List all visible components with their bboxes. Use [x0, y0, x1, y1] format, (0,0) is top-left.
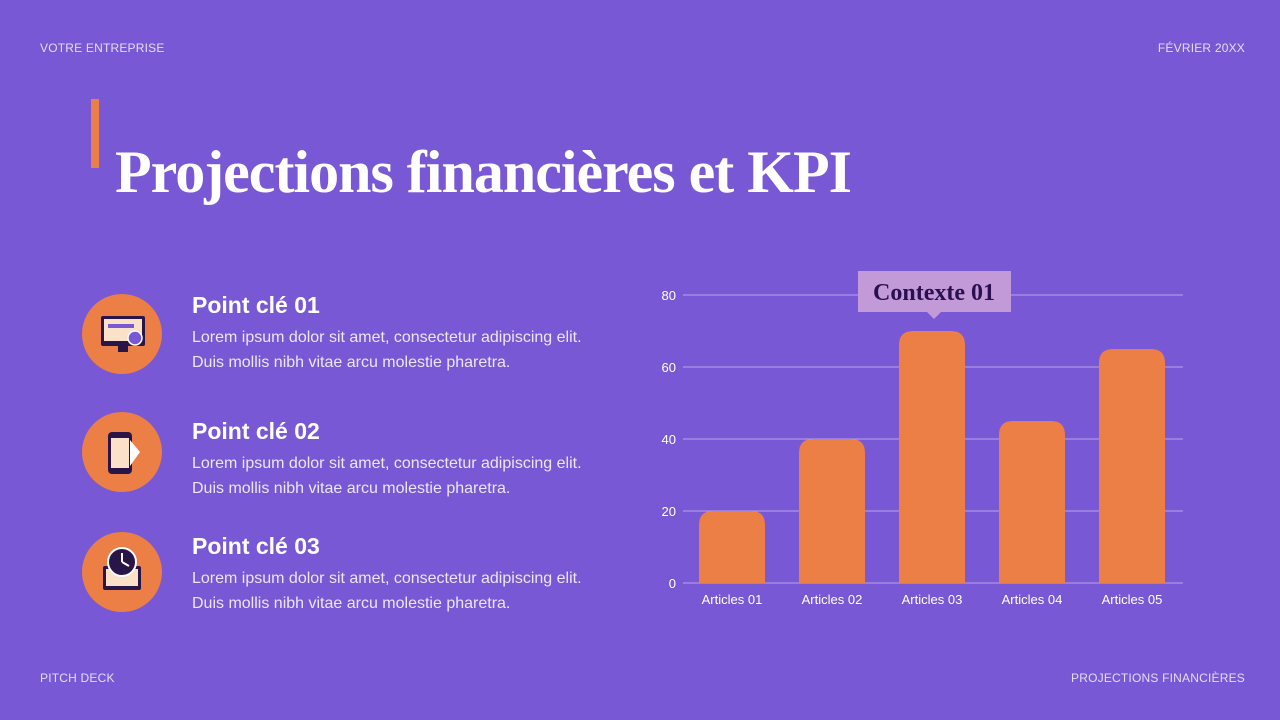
point-text: Lorem ipsum dolor sit amet, consectetur …	[192, 455, 582, 497]
accent-bar	[91, 99, 99, 168]
annotation-pointer	[927, 312, 941, 319]
point-title: Point clé 02	[192, 418, 320, 444]
bar	[799, 439, 865, 583]
date: FÉVRIER 20XX	[1157, 41, 1245, 55]
y-tick-label: 60	[662, 360, 676, 375]
x-tick-label: Articles 05	[1102, 592, 1163, 607]
x-tick-label: Articles 03	[902, 592, 963, 607]
bar	[1099, 349, 1165, 583]
x-tick-label: Articles 04	[1002, 592, 1063, 607]
y-tick-label: 0	[669, 576, 676, 591]
y-tick-label: 20	[662, 504, 676, 519]
y-tick-label: 80	[662, 288, 676, 303]
bar	[999, 421, 1065, 583]
icon-phone	[82, 412, 162, 492]
icon-clock	[82, 532, 162, 612]
annotation-box	[858, 271, 1011, 312]
x-tick-label: Articles 02	[802, 592, 863, 607]
point-title: Point clé 03	[192, 533, 320, 559]
footer-left: PITCH DECK	[40, 671, 115, 685]
icon-monitor	[82, 294, 162, 374]
point-title: Point clé 01	[192, 292, 320, 318]
company: VOTRE ENTREPRISE	[40, 41, 165, 55]
bar	[899, 331, 965, 583]
y-tick-label: 40	[662, 432, 676, 447]
point-text: Lorem ipsum dolor sit amet, consectetur …	[192, 329, 582, 371]
annotation: Contexte 01	[873, 280, 995, 306]
bar	[699, 511, 765, 583]
point: Point clé 01 Lorem ipsum dolor sit amet,…	[192, 292, 587, 375]
point-text: Lorem ipsum dolor sit amet, consectetur …	[192, 570, 582, 612]
x-tick-label: Articles 01	[702, 592, 763, 607]
slide-title: Projections financières et KPI	[115, 139, 852, 205]
footer-right: PROJECTIONS FINANCIÈRES	[1071, 671, 1245, 685]
point: Point clé 02 Lorem ipsum dolor sit amet,…	[192, 418, 587, 501]
point: Point clé 03 Lorem ipsum dolor sit amet,…	[192, 533, 587, 616]
